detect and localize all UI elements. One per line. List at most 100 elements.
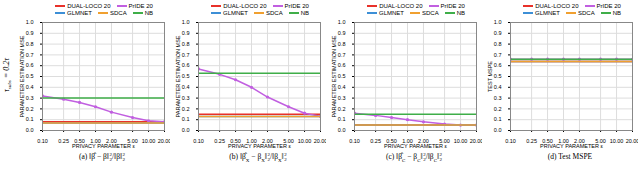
- html-text:(a) ‖β̂ − β‖2: (a) ‖β̂ − β‖2: [78, 152, 112, 161]
- svg-text:1.0: 1.0: [182, 19, 190, 25]
- html-text:2/‖βX‖2: 2/‖βX‖2: [267, 152, 287, 163]
- svg-text:1.0: 1.0: [338, 19, 346, 25]
- svg-text:0.25: 0.25: [214, 138, 225, 144]
- html-text:PrIDE 20: PrIDE 20: [284, 3, 309, 9]
- svg-text:1.00: 1.00: [558, 138, 569, 145]
- svg-text:0.8: 0.8: [26, 41, 34, 47]
- svg-text:0.5: 0.5: [182, 73, 190, 79]
- svg-text:0.9: 0.9: [338, 30, 346, 36]
- svg-text:0.2: 0.2: [182, 106, 190, 112]
- svg-text:0.1: 0.1: [182, 116, 190, 122]
- svg-text:10.00: 10.00: [454, 138, 468, 144]
- svg-text:2.00: 2.00: [418, 138, 429, 145]
- svg-text:5.00: 5.00: [595, 138, 606, 145]
- html-text:SDCA: SDCA: [110, 10, 127, 16]
- svg-text:0.10: 0.10: [37, 138, 48, 144]
- svg-text:0.7: 0.7: [494, 52, 502, 58]
- svg-text:0.8: 0.8: [182, 41, 190, 47]
- svg-text:0.6: 0.6: [338, 62, 346, 68]
- svg-text:0.8: 0.8: [494, 41, 502, 47]
- svg-text:0.1: 0.1: [338, 116, 346, 122]
- svg-text:10.00: 10.00: [142, 138, 156, 144]
- svg-text:0.0: 0.0: [338, 127, 346, 133]
- html-text:(c) ‖β̂C− βC‖2: (c) ‖β̂C− βC‖2: [385, 152, 426, 163]
- svg-text:0.3: 0.3: [338, 95, 346, 101]
- svg-text:PRIVACY PARAMETER ε: PRIVACY PARAMETER ε: [384, 143, 448, 149]
- svg-text:0.1: 0.1: [26, 116, 34, 122]
- html-text:(d) Test MSPE: (d) Test MSPE: [547, 152, 593, 161]
- svg-text:0.50: 0.50: [230, 138, 241, 145]
- svg-text:0.4: 0.4: [26, 84, 34, 90]
- svg-text:0.25: 0.25: [526, 138, 537, 144]
- svg-text:0.2: 0.2: [338, 106, 346, 112]
- svg-text:0.3: 0.3: [494, 95, 502, 101]
- svg-text:0.8: 0.8: [338, 41, 346, 47]
- html-text:NB: NB: [144, 10, 153, 16]
- svg-text:1.0: 1.0: [26, 19, 34, 25]
- svg-text:10.00: 10.00: [298, 138, 312, 144]
- svg-text:0.4: 0.4: [494, 84, 502, 90]
- svg-text:0.3: 0.3: [182, 95, 190, 101]
- html-text:2/‖β‖2: 2/‖β‖2: [109, 152, 126, 163]
- svg-text:PARAMETER ESTIMATION MSE: PARAMETER ESTIMATION MSE: [331, 35, 337, 117]
- html-text:(b) ‖β̂X− βX‖2: (b) ‖β̂X− βX‖2: [229, 152, 270, 163]
- svg-text:PARAMETER ESTIMATION MSE: PARAMETER ESTIMATION MSE: [175, 35, 181, 117]
- svg-text:0.9: 0.9: [494, 30, 502, 36]
- svg-text:TEST MSPE: TEST MSPE: [487, 61, 493, 92]
- svg-text:0.7: 0.7: [182, 52, 190, 58]
- svg-text:5.00: 5.00: [439, 138, 450, 145]
- svg-text:0.25: 0.25: [58, 138, 69, 144]
- svg-text:0.25: 0.25: [370, 138, 381, 144]
- svg-text:0.2: 0.2: [26, 106, 34, 112]
- svg-text:5.00: 5.00: [127, 138, 138, 145]
- html-text:DUAL-LOCO 20: DUAL-LOCO 20: [67, 3, 111, 9]
- svg-text:0.10: 0.10: [505, 138, 516, 144]
- svg-text:10.00: 10.00: [610, 138, 624, 144]
- svg-text:1.0: 1.0: [494, 19, 502, 25]
- svg-text:5.00: 5.00: [283, 138, 294, 145]
- svg-text:0.0: 0.0: [26, 127, 34, 133]
- svg-text:2.00: 2.00: [574, 138, 585, 145]
- svg-text:0.10: 0.10: [349, 138, 360, 144]
- svg-text:2.00: 2.00: [106, 138, 117, 145]
- html-text:PrIDE 20: PrIDE 20: [128, 3, 153, 9]
- svg-text:0.5: 0.5: [338, 73, 346, 79]
- svg-text:0.4: 0.4: [338, 84, 346, 90]
- svg-text:20.00: 20.00: [626, 138, 638, 144]
- svg-text:0.50: 0.50: [542, 138, 553, 145]
- svg-text:0.2: 0.2: [494, 106, 502, 112]
- svg-text:0.5: 0.5: [494, 73, 502, 79]
- svg-text:0.1: 0.1: [494, 116, 502, 122]
- svg-text:PARAMETER ESTIMATION MSE: PARAMETER ESTIMATION MSE: [19, 35, 25, 117]
- svg-text:0.4: 0.4: [182, 84, 190, 90]
- svg-text:20.00: 20.00: [314, 138, 326, 144]
- svg-text:PRIVACY PARAMETER ε: PRIVACY PARAMETER ε: [228, 143, 292, 149]
- svg-text:2.00: 2.00: [262, 138, 273, 145]
- svg-text:0.0: 0.0: [494, 127, 502, 133]
- svg-text:PRIVACY PARAMETER ε: PRIVACY PARAMETER ε: [540, 143, 604, 149]
- svg-text:0.50: 0.50: [74, 138, 85, 145]
- html-text:GLMNET: GLMNET: [67, 10, 92, 16]
- svg-text:0.0: 0.0: [182, 127, 190, 133]
- svg-text:0.5: 0.5: [26, 73, 34, 79]
- html-text:subs: subs: [6, 80, 12, 90]
- svg-text:PRIVACY PARAMETER ε: PRIVACY PARAMETER ε: [72, 143, 136, 149]
- svg-text:0.3: 0.3: [26, 95, 34, 101]
- svg-text:1.00: 1.00: [402, 138, 413, 145]
- svg-text:0.9: 0.9: [182, 30, 190, 36]
- svg-text:1.00: 1.00: [246, 138, 257, 145]
- svg-text:0.7: 0.7: [338, 52, 346, 58]
- svg-text:0.50: 0.50: [386, 138, 397, 145]
- svg-text:0.6: 0.6: [494, 62, 502, 68]
- svg-text:0.7: 0.7: [26, 52, 34, 58]
- svg-text:0.9: 0.9: [26, 30, 34, 36]
- svg-text:1.00: 1.00: [90, 138, 101, 145]
- html-text:2/‖βC‖2: 2/‖βC‖2: [423, 152, 443, 163]
- svg-text:0.6: 0.6: [26, 62, 34, 68]
- html-text:= 0.2τ: = 0.2τ: [2, 58, 12, 81]
- svg-text:20.00: 20.00: [470, 138, 482, 144]
- svg-text:0.6: 0.6: [182, 62, 190, 68]
- html-text:DUAL-LOCO 20: DUAL-LOCO 20: [223, 3, 267, 9]
- svg-text:0.10: 0.10: [193, 138, 204, 144]
- svg-text:20.00: 20.00: [158, 138, 170, 144]
